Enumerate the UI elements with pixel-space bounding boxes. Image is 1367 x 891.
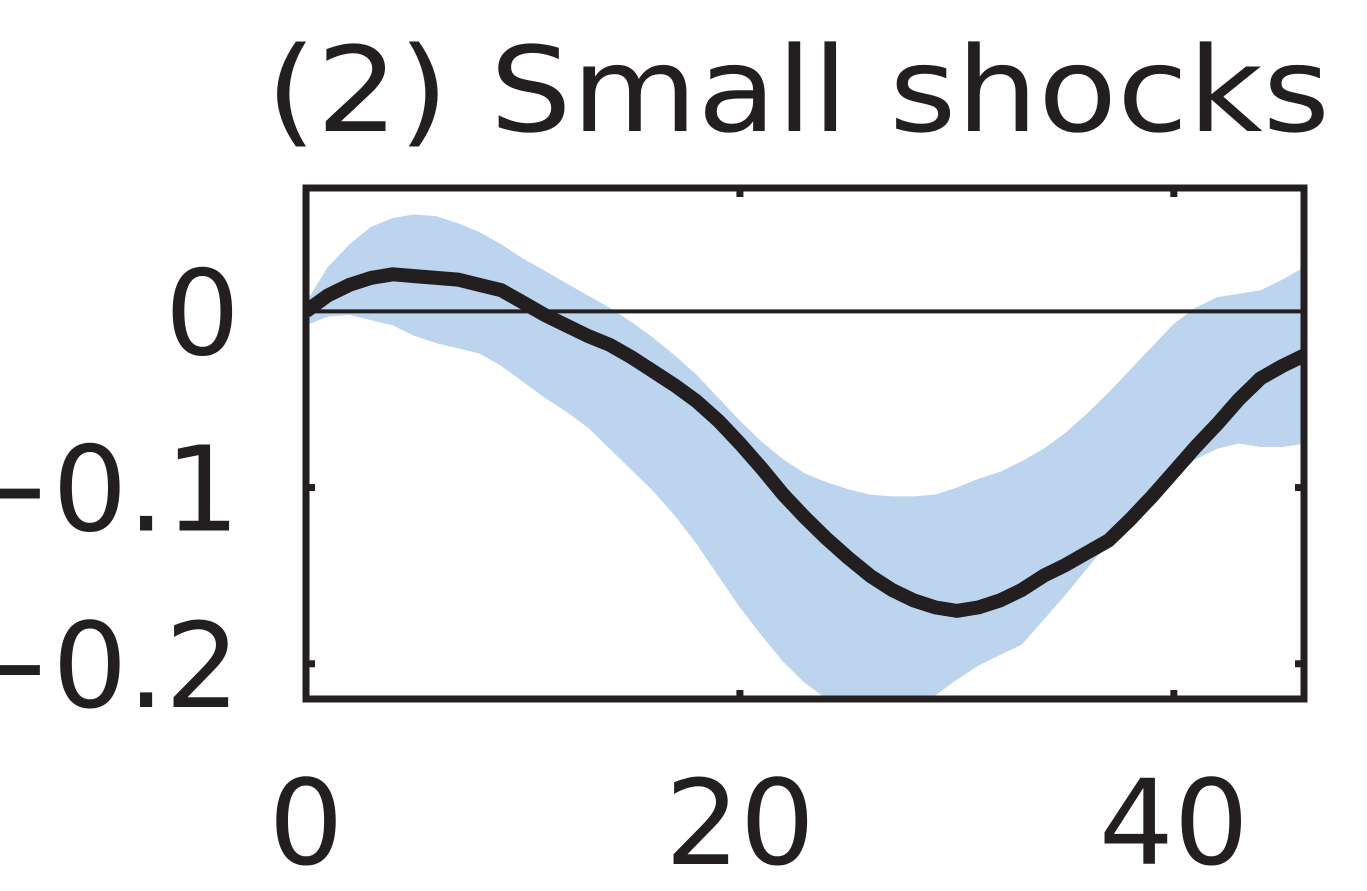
y-tick-label: 0: [165, 244, 240, 382]
x-tick-label: 0: [268, 754, 343, 891]
chart-title: (2) Small shocks: [266, 21, 1330, 159]
y-tick-label: −0.2: [0, 597, 240, 735]
y-tick-label: −0.1: [0, 421, 240, 559]
plot-area: [302, 184, 1308, 703]
x-tick-label: 40: [1099, 754, 1249, 891]
plot-frame: [302, 184, 1308, 703]
series-line-0: [306, 267, 1304, 618]
x-tick-label: 20: [665, 754, 815, 891]
confidence-band: [306, 214, 1304, 699]
